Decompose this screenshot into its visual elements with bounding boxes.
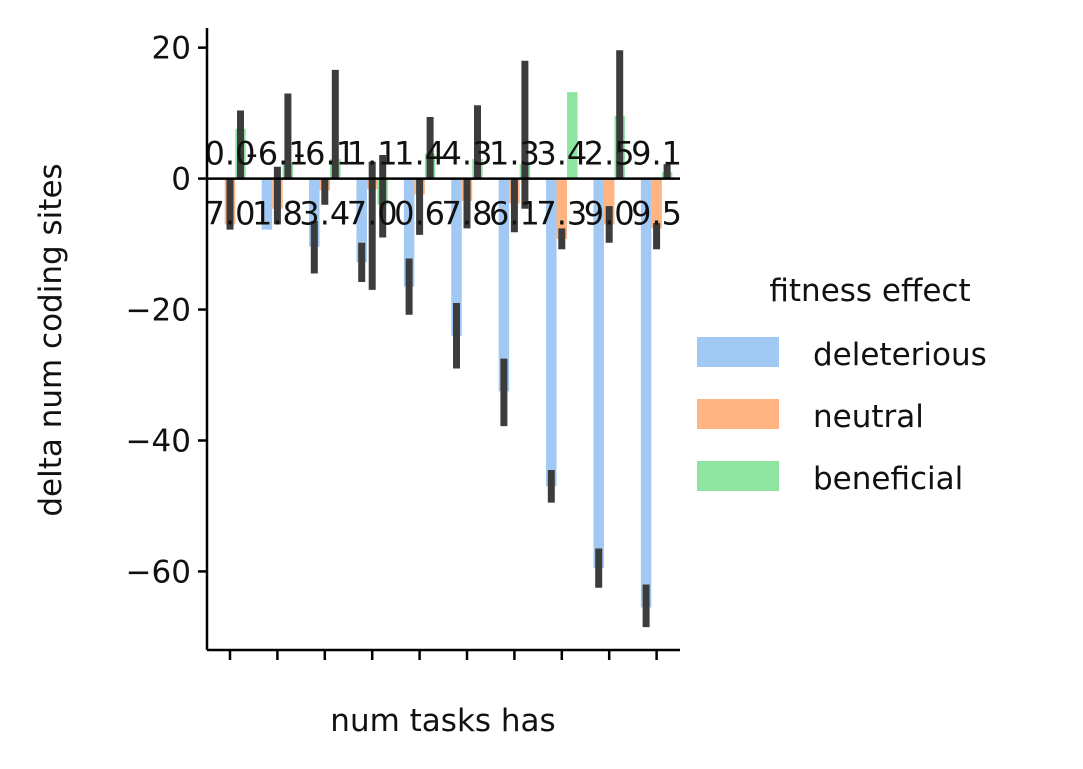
data-label-bottom-8: 9.0 — [584, 195, 635, 233]
y-tick-label-3: −40 — [126, 423, 191, 459]
y-tick-label-0: 20 — [152, 31, 191, 67]
legend-title: fitness effect — [769, 273, 970, 309]
x-axis-label: num tasks has — [330, 703, 555, 739]
bar-deleterious-5 — [451, 178, 462, 336]
bar-beneficial-7 — [567, 92, 578, 179]
y-tick-label-4: −60 — [126, 554, 191, 590]
x-axis — [207, 648, 680, 660]
bar-deleterious-6 — [498, 178, 510, 392]
legend-swatch-deleterious — [697, 337, 779, 367]
data-label-top-8: 2.5 — [584, 135, 635, 173]
data-label-top-4: 1.4 — [394, 135, 445, 173]
bar-neutral-7 — [556, 178, 568, 239]
data-label-top-5: 4.3 — [442, 135, 493, 173]
bar-deleterious-2 — [309, 178, 320, 247]
data-label-bottom-4: 0.6 — [394, 195, 445, 233]
data-label-top-9: 9.1 — [631, 135, 682, 173]
legend-swatch-beneficial — [697, 461, 779, 491]
data-label-top-0: 0.0 — [205, 135, 256, 173]
data-label-bottom-6: 6.1 — [489, 195, 540, 233]
bar-deleterious-7 — [546, 178, 557, 487]
legend-label-deleterious: deleterious — [813, 337, 987, 373]
bar-neutral-8 — [603, 178, 615, 225]
y-tick-label-1: 0 — [171, 162, 191, 198]
bar-deleterious-4 — [403, 178, 415, 287]
y-tick-label-2: −20 — [126, 293, 191, 329]
data-label-bottom-9: 9.5 — [631, 195, 682, 233]
legend: fitness effect deleterious neutral benefic… — [697, 273, 987, 497]
data-label-top-7: 3.4 — [536, 135, 587, 173]
data-label-top-2: -6.1 — [294, 135, 356, 173]
data-label-bottom-1: 1.8 — [252, 195, 303, 233]
bar-deleterious-8 — [593, 178, 604, 569]
bar-deleterious-9 — [640, 178, 652, 608]
bar-neutral-9 — [651, 178, 662, 229]
data-label-bottom-2: 3.4 — [299, 195, 350, 233]
bar-deleterious-3 — [356, 178, 367, 263]
legend-swatch-neutral — [697, 399, 779, 429]
bar-deleterious-1 — [261, 178, 273, 230]
y-axis-label: delta num coding sites — [33, 163, 69, 516]
y-axis: 20 0 −20 −40 −60 — [126, 28, 209, 650]
legend-label-neutral: neutral — [813, 399, 924, 435]
data-label-bottom-0: 7.0 — [205, 195, 256, 233]
data-label-bottom-3: 7.0 — [347, 195, 398, 233]
data-label-top-3: 1.1 — [347, 135, 398, 173]
data-label-top-1: -6.1 — [246, 135, 308, 173]
data-label-bottom-5: 7.8 — [442, 195, 493, 233]
plot-area: 0.0-6.1-6.11.11.44.31.33.42.59.17.01.83.… — [205, 50, 682, 628]
legend-label-beneficial: beneficial — [813, 461, 963, 497]
data-label-bottom-7: 7.3 — [536, 195, 587, 233]
data-label-top-6: 1.3 — [489, 135, 540, 173]
